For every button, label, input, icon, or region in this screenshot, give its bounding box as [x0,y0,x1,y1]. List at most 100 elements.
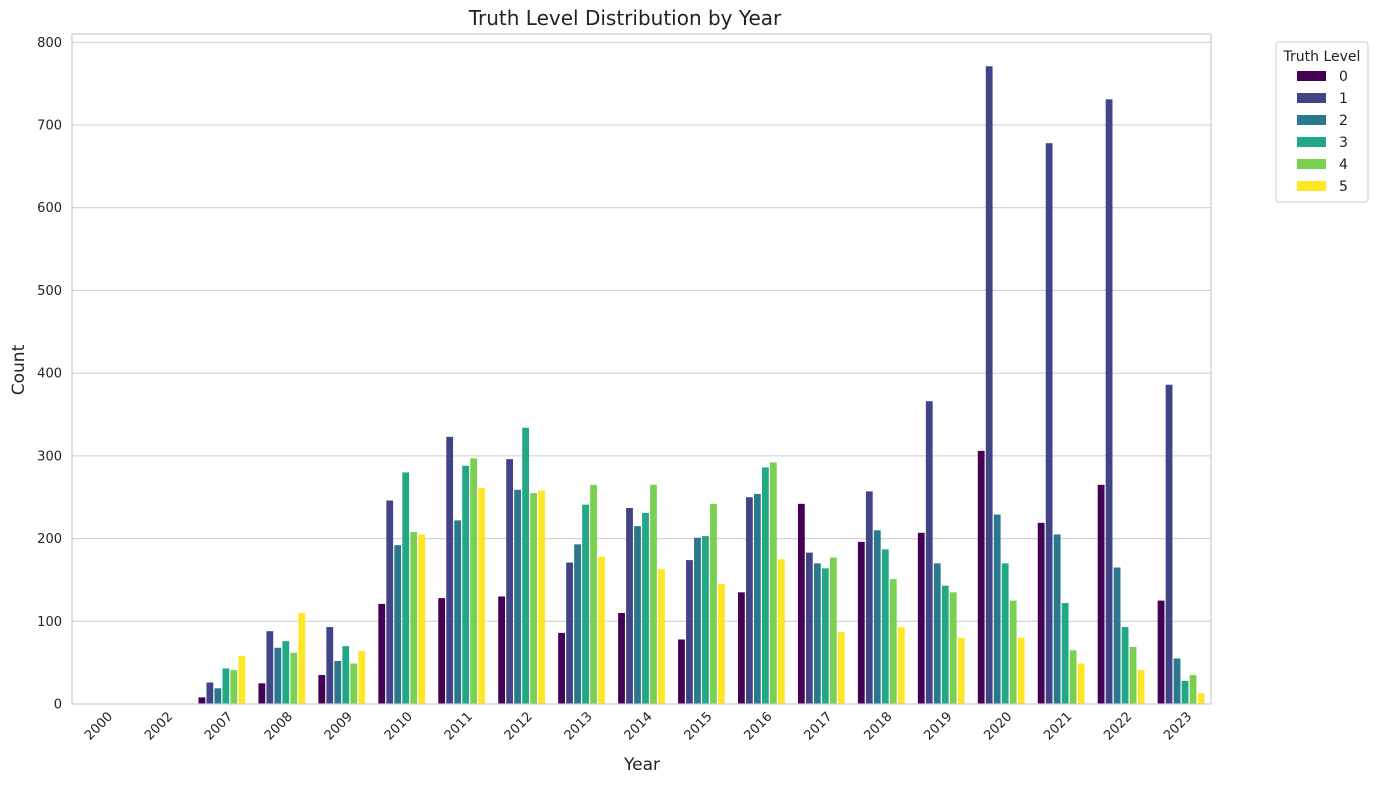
bar-2008-level-4 [290,652,298,704]
bar-2017-level-5 [837,632,845,704]
bar-2021-level-4 [1069,650,1077,704]
bar-2018-level-5 [897,627,905,704]
y-tick-label: 700 [37,118,62,133]
bar-2013-level-3 [582,504,589,704]
bar-2016-level-2 [754,493,761,704]
legend-swatch [1297,93,1326,103]
bar-2011-level-3 [462,465,470,704]
bar-2012-level-3 [522,427,529,704]
bar-2010-level-0 [378,603,386,704]
y-tick-label: 800 [37,36,62,51]
legend-item: 5 [1297,179,1348,195]
x-tick-label: 2017 [801,709,835,743]
bar-2018-level-4 [889,579,897,704]
bar-2012-level-2 [514,489,522,704]
bar-2014-level-4 [650,484,657,704]
x-tick-label: 2007 [202,709,236,743]
bar-2013-level-4 [590,484,597,704]
x-tick-label: 2008 [262,709,296,743]
y-tick-label: 600 [37,201,62,216]
bar-2017-level-2 [813,563,821,704]
bar-2023-level-4 [1189,675,1197,704]
bar-2009-level-1 [326,627,334,704]
bar-2014-level-5 [658,569,665,704]
legend-item: 0 [1297,69,1348,85]
bar-2016-level-4 [769,462,777,704]
x-tick-label: 2010 [382,709,416,743]
legend-swatch [1297,115,1326,125]
bar-2007-level-4 [230,670,238,704]
chart-title: Truth Level Distribution by Year [468,6,782,30]
bar-2014-level-0 [618,613,625,704]
bar-2012-level-4 [530,493,537,704]
bar-2017-level-0 [797,503,805,704]
bar-2007-level-2 [214,688,222,704]
bar-2020-level-4 [1009,600,1017,704]
legend-label: 4 [1339,157,1348,173]
legend-label: 1 [1339,91,1348,107]
x-tick-label: 2015 [682,709,716,743]
bar-2023-level-2 [1173,658,1181,704]
bar-2008-level-2 [274,647,282,704]
bar-2015-level-1 [686,560,693,704]
bar-2010-level-5 [418,534,426,704]
bar-2023-level-5 [1197,693,1205,704]
bar-2011-level-2 [454,520,462,704]
legend-item: 3 [1297,135,1348,151]
bar-2010-level-1 [386,500,394,704]
x-tick-label: 2019 [921,709,955,743]
bar-2017-level-4 [829,557,837,704]
bar-2021-level-0 [1037,522,1045,704]
y-tick-label: 500 [37,284,62,299]
bar-2014-level-2 [634,526,641,704]
plot-frame [71,33,1212,705]
bar-2018-level-3 [881,549,889,704]
legend-swatch [1297,159,1326,169]
bar-2019-level-0 [917,532,925,704]
x-tick-label: 2002 [142,709,176,743]
bar-2012-level-1 [506,459,514,704]
bar-2019-level-3 [941,585,949,704]
bar-2013-level-0 [558,632,565,704]
bar-2009-level-4 [350,663,358,704]
legend-item: 2 [1297,113,1348,129]
bar-2010-level-3 [402,472,410,704]
x-tick-label: 2009 [322,709,356,743]
legend-title: Truth Level [1283,49,1361,65]
bar-2019-level-2 [933,563,941,704]
legend-label: 5 [1339,179,1348,195]
bar-2008-level-5 [298,613,306,704]
bar-2013-level-2 [574,544,581,704]
bar-2022-level-1 [1105,99,1113,704]
bar-2022-level-2 [1113,567,1121,704]
bar-2017-level-1 [805,552,813,704]
bar-2011-level-4 [470,458,478,704]
bar-2022-level-3 [1121,627,1129,704]
bar-2020-level-1 [985,66,993,704]
bar-2011-level-0 [438,598,446,704]
bar-2015-level-3 [702,536,709,704]
bar-2007-level-0 [198,697,206,704]
bar-2009-level-3 [342,646,350,704]
bar-2007-level-3 [222,668,230,704]
bar-2012-level-5 [538,490,545,704]
legend-swatch [1297,137,1326,147]
bar-2019-level-1 [925,401,933,704]
bar-2016-level-0 [738,592,745,704]
x-tick-label: 2000 [82,709,116,743]
x-tick-label: 2022 [1101,709,1135,743]
bar-2023-level-3 [1181,680,1189,704]
bar-2022-level-4 [1129,646,1137,704]
bar-2019-level-4 [949,592,957,704]
x-tick-label: 2013 [562,709,596,743]
bar-2020-level-5 [1017,637,1025,704]
bar-2021-level-3 [1061,603,1069,704]
bar-2013-level-5 [598,556,605,704]
legend-swatch [1297,181,1326,191]
bar-2021-level-1 [1045,143,1053,704]
bar-2020-level-2 [993,514,1001,704]
bar-2018-level-2 [873,530,881,704]
bar-2014-level-3 [642,512,649,704]
bar-2009-level-2 [334,660,342,704]
